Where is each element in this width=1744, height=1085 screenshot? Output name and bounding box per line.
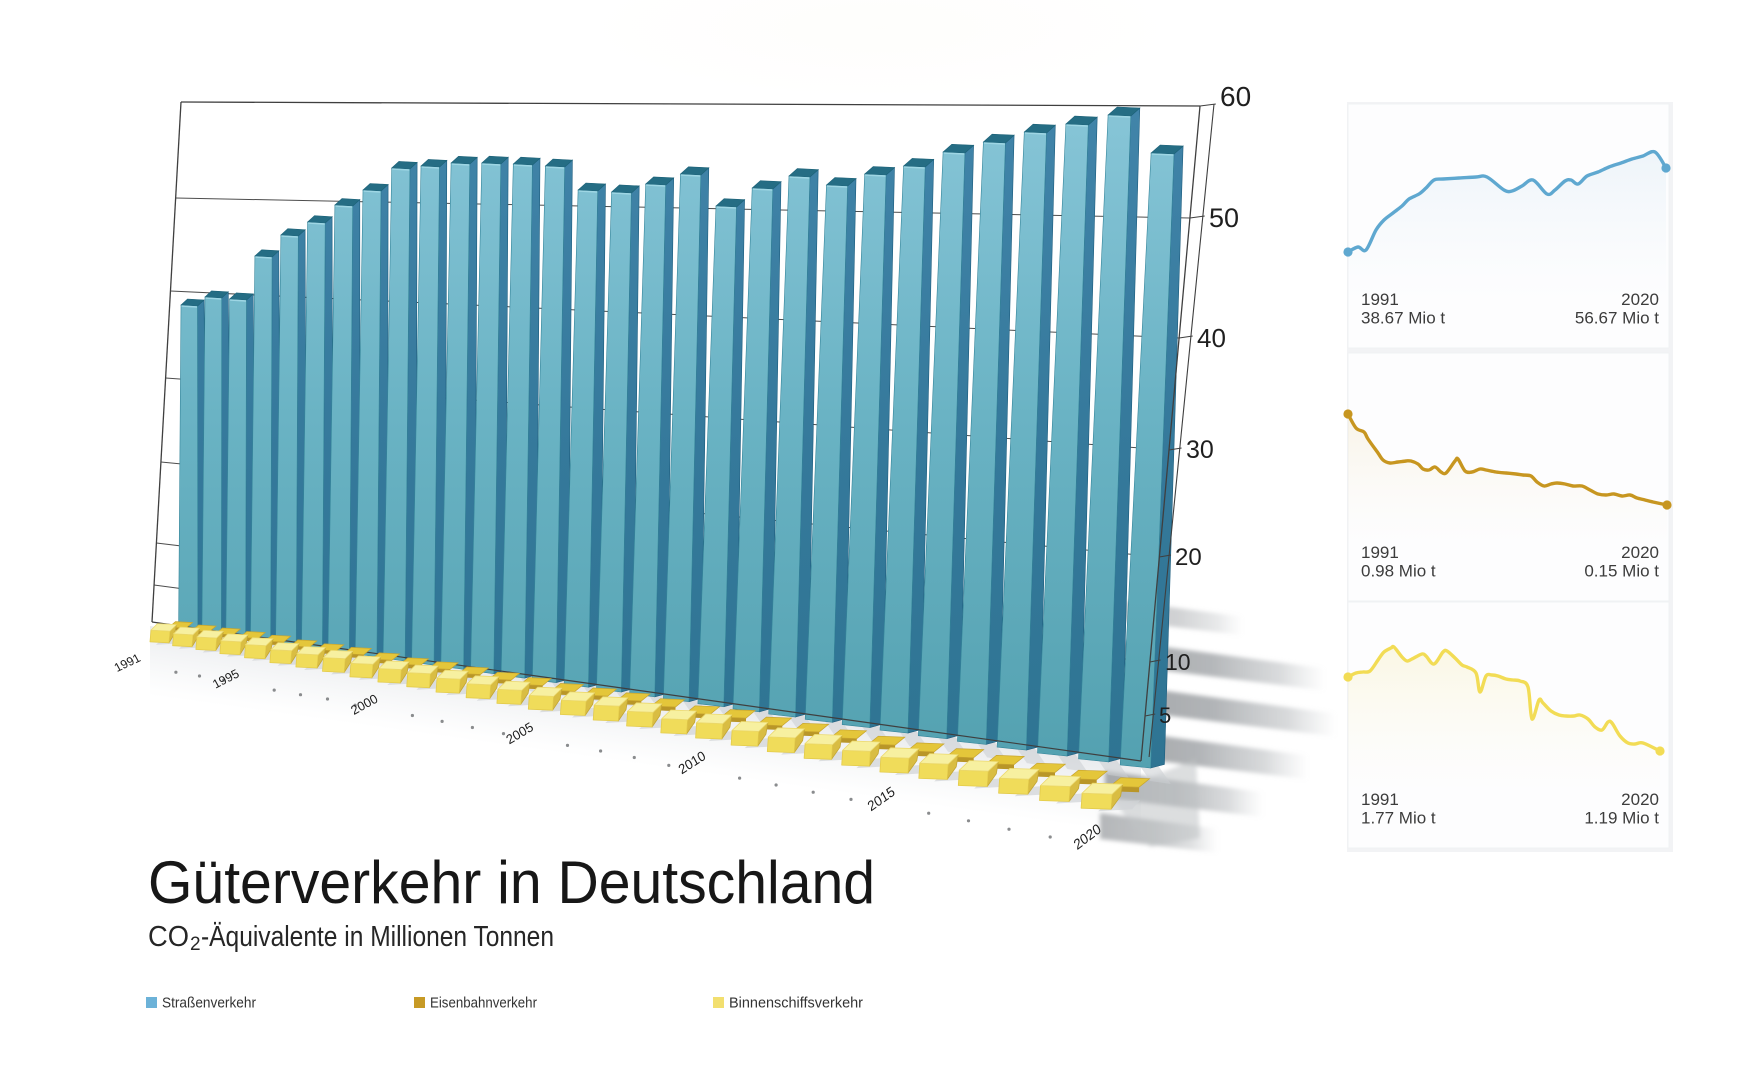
svg-text:1991: 1991 <box>1361 290 1399 309</box>
svg-text:2020: 2020 <box>1621 543 1659 562</box>
svg-text:50: 50 <box>1209 203 1239 233</box>
svg-text:1.19 Mio t: 1.19 Mio t <box>1584 809 1659 828</box>
svg-text:2020: 2020 <box>1621 790 1659 809</box>
svg-text:1991: 1991 <box>1361 543 1399 562</box>
svg-text:30: 30 <box>1186 436 1214 464</box>
svg-text:-Äquivalente in Millionen Tonn: -Äquivalente in Millionen Tonnen <box>201 921 554 953</box>
svg-text:0.98 Mio t: 0.98 Mio t <box>1361 562 1436 581</box>
svg-text:0.15 Mio t: 0.15 Mio t <box>1584 562 1659 581</box>
svg-text:60: 60 <box>1220 81 1251 112</box>
svg-text:20: 20 <box>1175 544 1202 571</box>
svg-text:Straßenverkehr: Straßenverkehr <box>162 995 256 1012</box>
svg-text:1.77 Mio t: 1.77 Mio t <box>1361 809 1436 828</box>
svg-text:2020: 2020 <box>1621 290 1659 309</box>
svg-text:56.67 Mio t: 56.67 Mio t <box>1575 309 1659 328</box>
svg-text:40: 40 <box>1197 323 1226 353</box>
svg-text:Eisenbahnverkehr: Eisenbahnverkehr <box>430 995 537 1012</box>
svg-text:2: 2 <box>190 934 201 955</box>
svg-text:38.67 Mio t: 38.67 Mio t <box>1361 309 1445 328</box>
svg-text:5: 5 <box>1159 703 1171 728</box>
svg-text:10: 10 <box>1165 649 1191 675</box>
svg-text:CO: CO <box>148 921 189 953</box>
svg-text:1991: 1991 <box>1361 790 1399 809</box>
svg-text:Güterverkehr in Deutschland: Güterverkehr in Deutschland <box>148 849 875 916</box>
svg-text:Binnenschiffsverkehr: Binnenschiffsverkehr <box>729 995 863 1012</box>
